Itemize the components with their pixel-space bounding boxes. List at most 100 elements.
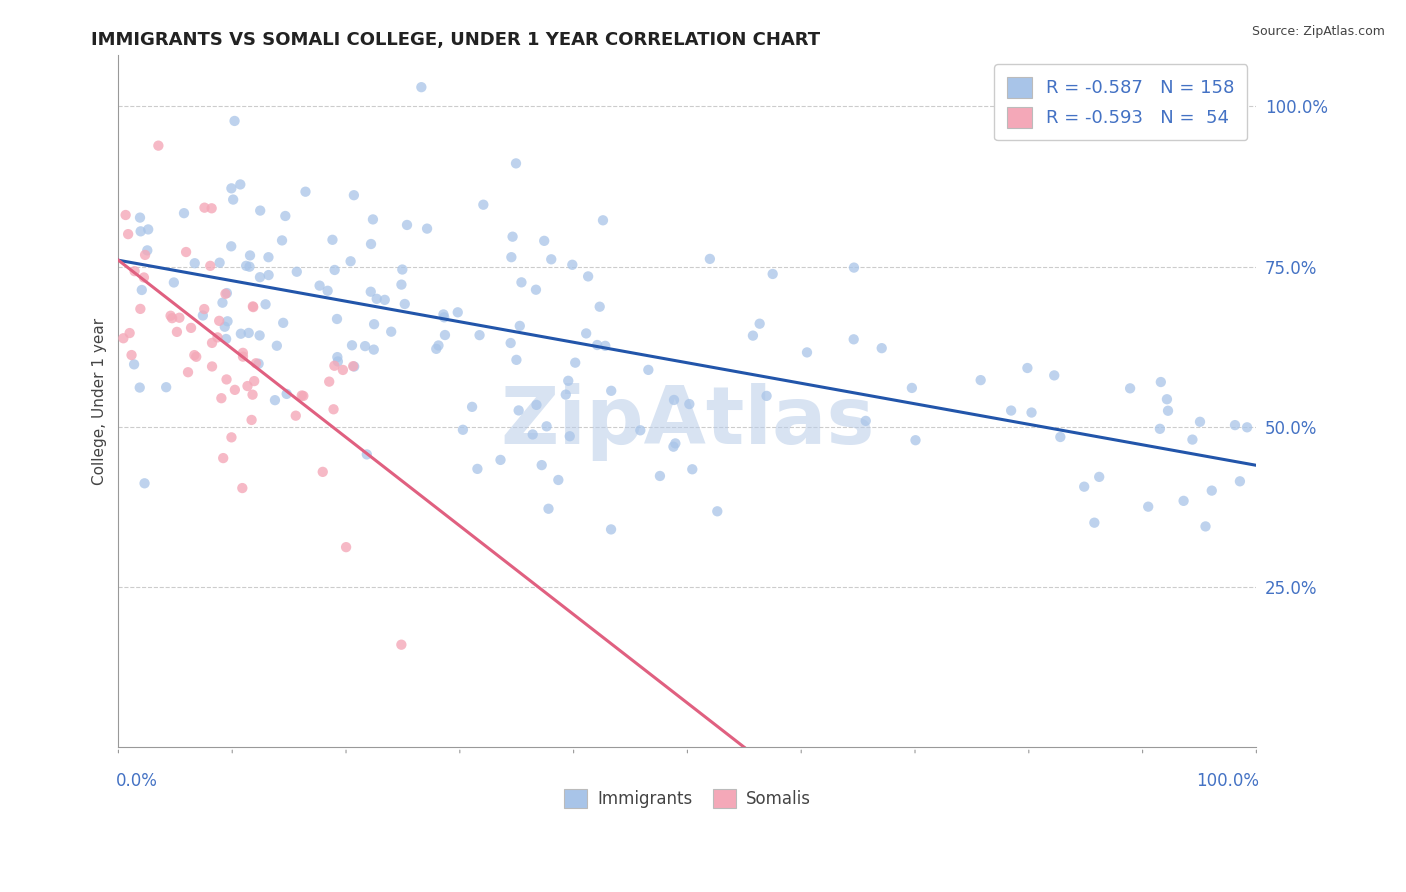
Point bbox=[200, 259, 222, 273]
Point bbox=[505, 156, 527, 170]
Point bbox=[489, 453, 512, 467]
Point bbox=[586, 338, 609, 352]
Point bbox=[678, 397, 700, 411]
Point bbox=[467, 462, 489, 476]
Point bbox=[274, 209, 297, 223]
Point bbox=[335, 540, 357, 554]
Point bbox=[312, 465, 335, 479]
Point bbox=[215, 372, 238, 386]
Point bbox=[1021, 405, 1043, 419]
Point bbox=[257, 268, 280, 282]
Point bbox=[239, 248, 262, 262]
Point bbox=[901, 381, 924, 395]
Point bbox=[576, 269, 599, 284]
Point bbox=[589, 300, 612, 314]
Point bbox=[508, 403, 530, 417]
Point bbox=[533, 234, 555, 248]
Point bbox=[186, 350, 208, 364]
Point bbox=[855, 414, 877, 428]
Point bbox=[166, 325, 188, 339]
Point bbox=[363, 343, 385, 357]
Point bbox=[870, 341, 893, 355]
Point bbox=[122, 357, 145, 371]
Point bbox=[366, 292, 388, 306]
Point bbox=[1156, 392, 1178, 407]
Point bbox=[136, 222, 159, 236]
Point bbox=[342, 359, 364, 374]
Point bbox=[558, 429, 581, 443]
Point bbox=[648, 469, 671, 483]
Point bbox=[242, 387, 264, 401]
Point bbox=[526, 398, 548, 412]
Point bbox=[1049, 430, 1071, 444]
Point bbox=[391, 262, 413, 277]
Point bbox=[361, 212, 384, 227]
Point bbox=[395, 218, 418, 232]
Point bbox=[308, 278, 330, 293]
Point bbox=[148, 138, 170, 153]
Point bbox=[600, 523, 623, 537]
Point bbox=[321, 233, 343, 247]
Point bbox=[232, 350, 254, 364]
Point bbox=[294, 185, 316, 199]
Point bbox=[1173, 493, 1195, 508]
Point bbox=[238, 326, 260, 340]
Point bbox=[354, 339, 377, 353]
Point bbox=[193, 301, 215, 316]
Point bbox=[530, 458, 553, 472]
Point bbox=[224, 383, 246, 397]
Point bbox=[425, 342, 447, 356]
Point bbox=[207, 330, 229, 344]
Point bbox=[706, 504, 728, 518]
Point bbox=[762, 267, 785, 281]
Point bbox=[340, 338, 363, 352]
Point bbox=[433, 310, 456, 325]
Point bbox=[1194, 519, 1216, 533]
Y-axis label: College, Under 1 year: College, Under 1 year bbox=[93, 318, 107, 485]
Point bbox=[505, 352, 527, 367]
Point bbox=[522, 427, 544, 442]
Point bbox=[201, 202, 224, 216]
Point bbox=[536, 419, 558, 434]
Point bbox=[356, 447, 378, 461]
Text: 0.0%: 0.0% bbox=[115, 772, 157, 790]
Text: ZipAtlas: ZipAtlas bbox=[501, 383, 875, 461]
Text: IMMIGRANTS VS SOMALI COLLEGE, UNDER 1 YEAR CORRELATION CHART: IMMIGRANTS VS SOMALI COLLEGE, UNDER 1 YE… bbox=[91, 31, 821, 49]
Point bbox=[128, 380, 150, 394]
Point bbox=[247, 357, 270, 371]
Point bbox=[316, 284, 339, 298]
Point bbox=[112, 331, 135, 345]
Point bbox=[114, 208, 136, 222]
Point bbox=[136, 244, 159, 258]
Point bbox=[159, 309, 181, 323]
Point bbox=[221, 430, 243, 444]
Point bbox=[160, 311, 183, 326]
Point bbox=[1149, 422, 1171, 436]
Point bbox=[681, 462, 703, 476]
Point bbox=[271, 316, 294, 330]
Point bbox=[416, 221, 439, 235]
Point bbox=[1201, 483, 1223, 498]
Point bbox=[129, 224, 152, 238]
Point bbox=[547, 473, 569, 487]
Point bbox=[209, 391, 232, 405]
Point bbox=[201, 335, 224, 350]
Point bbox=[214, 319, 236, 334]
Point bbox=[343, 359, 366, 374]
Point bbox=[285, 265, 308, 279]
Point bbox=[208, 314, 231, 328]
Point bbox=[215, 286, 238, 301]
Point bbox=[217, 314, 239, 328]
Point bbox=[169, 310, 191, 325]
Point bbox=[637, 363, 659, 377]
Point bbox=[242, 300, 264, 314]
Point bbox=[842, 260, 865, 275]
Point bbox=[374, 293, 396, 307]
Point bbox=[360, 237, 382, 252]
Point bbox=[343, 188, 366, 202]
Point bbox=[391, 277, 413, 292]
Point bbox=[662, 440, 685, 454]
Point bbox=[118, 326, 141, 340]
Point bbox=[1236, 420, 1258, 434]
Point bbox=[1083, 516, 1105, 530]
